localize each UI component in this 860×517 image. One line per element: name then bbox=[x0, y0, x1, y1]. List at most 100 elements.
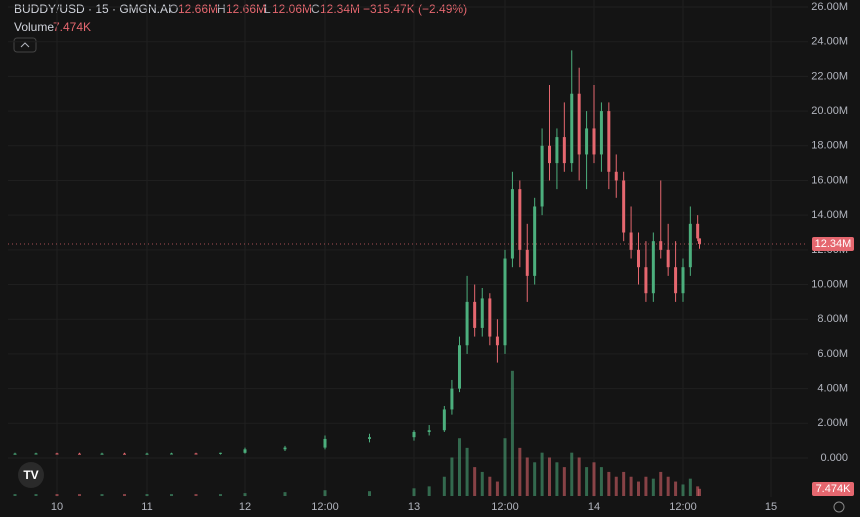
candle-body bbox=[555, 137, 559, 164]
candle-body bbox=[577, 93, 581, 155]
candle-body bbox=[651, 241, 655, 294]
candle-body bbox=[170, 453, 173, 455]
candle-body bbox=[637, 249, 640, 268]
candle-body bbox=[518, 189, 522, 250]
volume-bar bbox=[473, 467, 477, 496]
volume-bar bbox=[674, 481, 678, 496]
volume-bar bbox=[283, 492, 287, 496]
settings-icon[interactable] bbox=[833, 501, 845, 513]
candle-body bbox=[219, 452, 222, 454]
volume-bar bbox=[518, 447, 522, 496]
candle-body bbox=[450, 388, 454, 410]
candle-body bbox=[533, 206, 537, 276]
volume-bar bbox=[698, 488, 701, 496]
candle-body bbox=[599, 111, 603, 155]
candle-body bbox=[666, 249, 670, 268]
last-price-tag bbox=[812, 236, 854, 251]
candle-body bbox=[614, 171, 618, 181]
volume-bar bbox=[450, 457, 454, 496]
candle-body bbox=[323, 438, 327, 448]
volume-bar bbox=[562, 467, 566, 496]
volume-bar bbox=[622, 471, 626, 496]
candle-body bbox=[696, 223, 700, 239]
header: BUDDY/USD · 15 · GMGN.AI O 12.66M H 12.6… bbox=[14, 2, 467, 34]
x-tick-label: 14 bbox=[588, 501, 600, 513]
volume-bar bbox=[458, 438, 461, 496]
o-key: O bbox=[169, 2, 178, 16]
candle-body bbox=[644, 267, 648, 294]
c-key: C bbox=[311, 2, 320, 16]
l-value: 12.06M bbox=[272, 2, 312, 16]
volume-bar bbox=[533, 462, 537, 496]
candle-body bbox=[442, 409, 446, 431]
volume-bar bbox=[78, 494, 81, 496]
y-tick-label: 4.00M bbox=[817, 383, 848, 395]
o-value: 12.66M bbox=[178, 2, 218, 16]
candle-body bbox=[592, 128, 596, 155]
symbol: BUDDY/USD · 15 · GMGN.AI bbox=[14, 2, 171, 16]
volume-bar bbox=[555, 462, 559, 496]
volume-bar bbox=[243, 493, 247, 496]
logo[interactable] bbox=[18, 462, 44, 488]
candle-body bbox=[540, 145, 544, 207]
x-tick-label: 13 bbox=[408, 501, 420, 513]
y-tick-label: 10.00M bbox=[811, 278, 848, 290]
x-tick-label: 12:00 bbox=[669, 501, 697, 513]
volume-title: Volume bbox=[14, 20, 54, 34]
candle-body bbox=[510, 189, 514, 259]
volume-bar bbox=[629, 476, 633, 496]
volume-bar bbox=[607, 471, 611, 496]
candle-body bbox=[688, 223, 692, 268]
y-tick-label: 6.00M bbox=[817, 348, 848, 360]
volume-bar bbox=[442, 476, 446, 496]
candle-body bbox=[562, 137, 566, 164]
y-tick-label: 22.00M bbox=[811, 70, 848, 82]
candle-body bbox=[368, 437, 371, 439]
candle-body bbox=[674, 267, 678, 294]
volume-bar bbox=[644, 476, 648, 496]
candle-body bbox=[145, 453, 149, 455]
volume-bar bbox=[219, 494, 222, 496]
candle-body bbox=[681, 267, 685, 294]
candle-body bbox=[34, 453, 38, 455]
candle-body bbox=[465, 301, 469, 346]
volume-bar bbox=[480, 471, 484, 496]
change: −315.47K (−2.49%) bbox=[363, 2, 467, 16]
last-volume-tag bbox=[812, 482, 854, 496]
h-key: H bbox=[217, 2, 226, 16]
volume-bar bbox=[510, 370, 514, 496]
last-volume-label: 7.474K bbox=[816, 483, 852, 495]
plot: 0.0002.00M4.00M6.00M8.00M10.00M12.00M14.… bbox=[8, 0, 854, 513]
volume-bar bbox=[688, 478, 692, 496]
candle-body bbox=[607, 111, 611, 172]
candle-body bbox=[659, 241, 663, 250]
candle-body bbox=[412, 431, 416, 438]
x-tick-label: 10 bbox=[51, 501, 63, 513]
collapse-icon bbox=[20, 42, 30, 48]
collapse-button[interactable] bbox=[13, 37, 37, 53]
volume-bar bbox=[585, 467, 589, 496]
volume-bar bbox=[13, 494, 17, 496]
candle-body bbox=[194, 453, 198, 455]
y-tick-label: 24.00M bbox=[811, 36, 848, 48]
candle-body bbox=[622, 180, 626, 233]
candle-body bbox=[480, 298, 484, 328]
candle-body bbox=[473, 301, 477, 328]
candle-body bbox=[495, 336, 499, 346]
logo-mark: TV bbox=[23, 468, 38, 482]
volume-bar bbox=[412, 488, 416, 496]
volume-bar bbox=[123, 494, 126, 496]
candle-body bbox=[503, 258, 507, 346]
y-tick-label: 26.00M bbox=[811, 1, 848, 13]
volume-bar bbox=[427, 486, 431, 496]
volume-bar bbox=[55, 494, 59, 496]
volume-bar bbox=[659, 471, 663, 496]
volume-bar bbox=[495, 481, 499, 496]
x-tick-label: 12:00 bbox=[311, 501, 339, 513]
candle-body bbox=[243, 449, 247, 453]
x-tick-label: 15 bbox=[765, 501, 777, 513]
volume-bar bbox=[599, 467, 603, 496]
y-tick-label: 8.00M bbox=[817, 313, 848, 325]
c-value: 12.34M bbox=[320, 2, 360, 16]
